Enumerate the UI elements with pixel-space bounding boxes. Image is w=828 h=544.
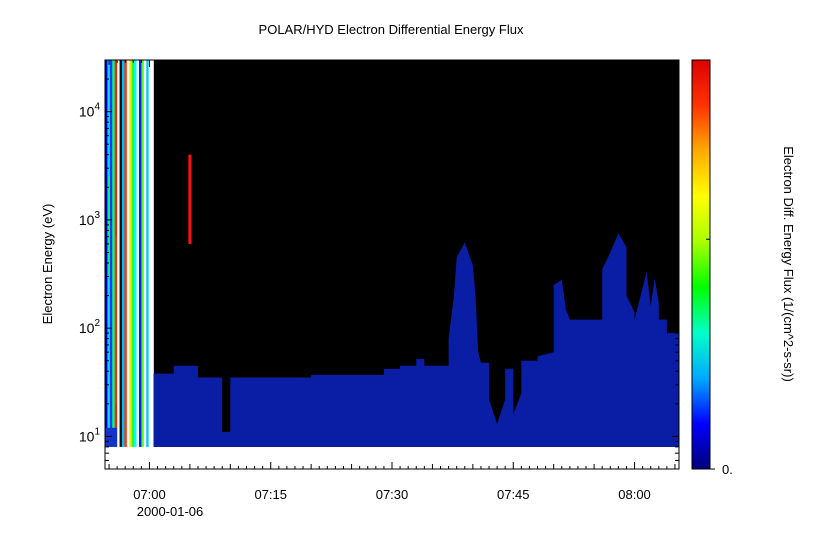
strip-column xyxy=(105,60,108,447)
strip-column xyxy=(138,60,142,447)
strip-column xyxy=(151,60,154,447)
strip-column xyxy=(131,60,135,447)
colorbar-tick-label: 0. xyxy=(722,462,733,477)
strip-low-band xyxy=(105,427,118,447)
strip-column xyxy=(121,60,125,447)
x-tick-label: 08:00 xyxy=(618,487,651,502)
y-tick-label: 103 xyxy=(79,210,101,228)
colorbar-label: Electron Diff. Energy Flux (1/(cm^2-s-sr… xyxy=(781,146,796,382)
chart-title: POLAR/HYD Electron Differential Energy F… xyxy=(259,22,524,37)
strip-column xyxy=(134,60,137,447)
x-date-label: 2000-01-06 xyxy=(137,504,204,519)
strip-column xyxy=(124,60,128,447)
x-axis: 07:00 07:15 07:30 07:45 08:00 xyxy=(108,60,676,502)
strip-patch xyxy=(107,176,110,277)
strip-column xyxy=(112,60,116,447)
y-tick-label: 102 xyxy=(79,318,101,336)
x-tick-label: 07:30 xyxy=(376,487,409,502)
strip-column xyxy=(136,60,140,447)
y-axis-label: Electron Energy (eV) xyxy=(40,204,55,325)
red-flux-segment xyxy=(188,154,192,244)
x-tick-label: 07:45 xyxy=(497,487,530,502)
strip-column xyxy=(119,60,123,447)
y-axis: 101 102 103 104 xyxy=(79,59,679,470)
x-tick-label: 07:15 xyxy=(254,487,287,502)
strip-column xyxy=(143,60,147,447)
y-tick-label: 104 xyxy=(79,102,101,120)
colorbar-gradient xyxy=(691,59,711,470)
strip-column xyxy=(109,60,113,447)
strip-column xyxy=(126,60,130,447)
colorbar: 0.5×10710×10715×107 xyxy=(691,59,733,477)
strip-column xyxy=(129,60,132,447)
strip-column xyxy=(148,60,152,447)
y-tick-label: 101 xyxy=(79,426,101,444)
strip-column xyxy=(117,60,120,447)
high-flux-strip xyxy=(105,60,154,447)
strip-patch xyxy=(115,236,117,404)
plot-area xyxy=(105,60,679,469)
strip-column xyxy=(146,60,149,447)
low-energy-flux-band xyxy=(153,233,679,447)
strip-column xyxy=(141,60,145,447)
x-tick-label: 07:00 xyxy=(133,487,166,502)
